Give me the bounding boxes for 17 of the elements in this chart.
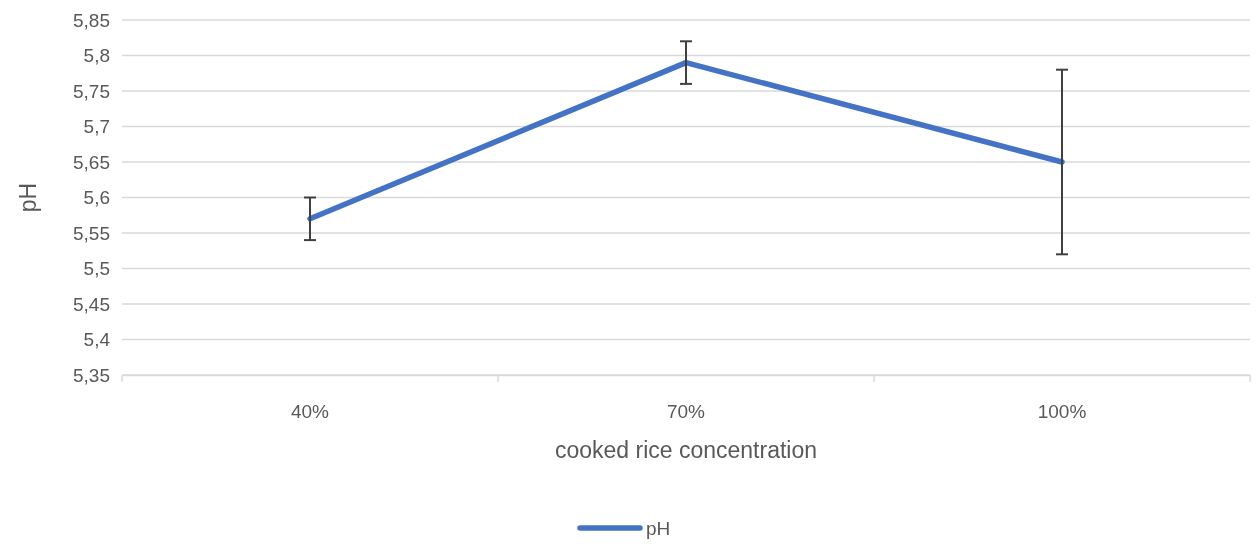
x-tick-label: 100% [1037, 401, 1087, 423]
y-tick-label: 5,85 [73, 9, 110, 31]
y-tick-label: 5,55 [73, 222, 110, 244]
x-tick-label: 40% [290, 401, 330, 423]
y-axis-title: pH [15, 182, 41, 213]
y-tick-label: 5,7 [83, 116, 110, 138]
y-tick-label: 5,45 [73, 293, 110, 315]
y-tick-label: 5,8 [83, 45, 110, 67]
y-tick-label: 5,6 [83, 187, 110, 209]
y-tick-label: 5,35 [73, 364, 110, 386]
x-tick-label: 70% [666, 401, 706, 423]
y-tick-label: 5,4 [83, 329, 111, 351]
y-tick-label: 5,65 [73, 151, 110, 173]
x-axis-title: cooked rice concentration [554, 437, 818, 463]
y-tick-label: 5,5 [83, 258, 110, 280]
legend-label: pH [646, 518, 671, 539]
y-tick-label: 5,75 [73, 80, 110, 102]
